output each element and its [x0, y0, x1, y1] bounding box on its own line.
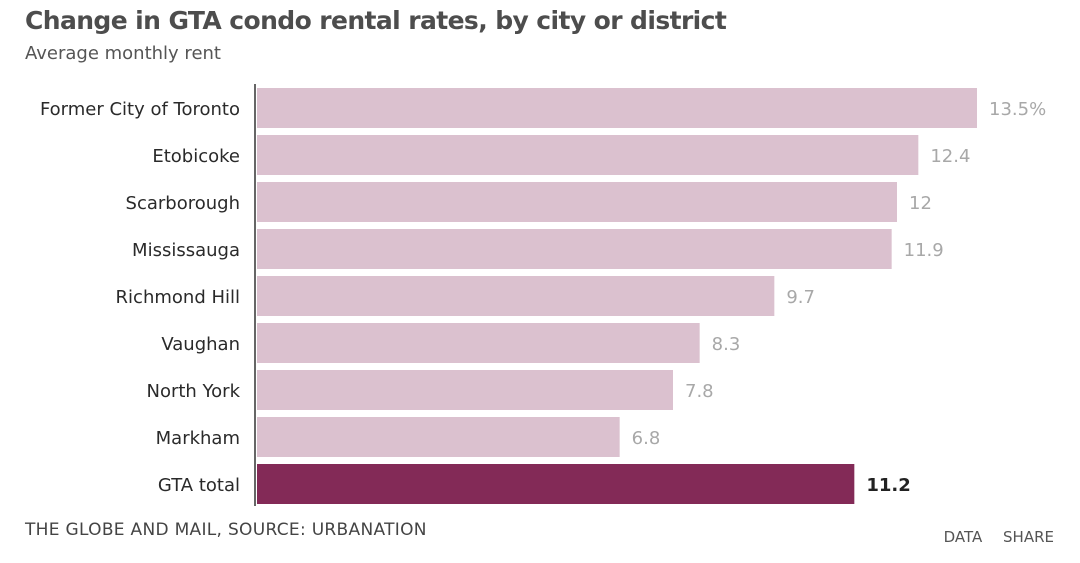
value-label-mississauga: 11.9 [904, 240, 944, 261]
bar-scarborough [257, 182, 897, 222]
value-label-former-city-of-toronto: 13.5% [989, 99, 1046, 120]
category-label-markham: Markham [156, 428, 240, 449]
category-label-scarborough: Scarborough [126, 193, 240, 214]
bar-vaughan [257, 323, 700, 363]
source-credit: THE GLOBE AND MAIL, SOURCE: URBANATION [25, 520, 427, 540]
value-label-north-york: 7.8 [685, 381, 714, 402]
share-link[interactable]: SHARE [1003, 528, 1054, 546]
data-link[interactable]: DATA [943, 528, 983, 546]
category-label-north-york: North York [146, 381, 240, 402]
bar-gta-total [257, 464, 855, 504]
bar-chart: Former City of Toronto 13.5% Etobicoke 12.4… [40, 84, 1046, 506]
category-label-mississauga: Mississauga [132, 240, 240, 261]
bar-north-york [257, 370, 673, 410]
category-label-gta-total: GTA total [158, 475, 240, 496]
category-label-richmond-hill: Richmond Hill [116, 287, 240, 308]
value-label-gta-total: 11.2 [866, 475, 910, 496]
value-label-markham: 6.8 [632, 428, 661, 449]
bar-richmond-hill [257, 276, 775, 316]
bar-markham [257, 417, 620, 457]
category-label-etobicoke: Etobicoke [152, 146, 240, 167]
footer-links: DATA SHARE [928, 528, 1054, 546]
chart-subtitle: Average monthly rent [25, 43, 221, 64]
bar-etobicoke [257, 135, 919, 175]
value-label-richmond-hill: 9.7 [786, 287, 815, 308]
chart-title: Change in GTA condo rental rates, by cit… [25, 6, 727, 35]
value-label-scarborough: 12 [909, 193, 932, 214]
bar-mississauga [257, 229, 892, 269]
value-label-vaughan: 8.3 [712, 334, 741, 355]
category-label-former-city-of-toronto: Former City of Toronto [40, 99, 240, 120]
value-label-etobicoke: 12.4 [930, 146, 970, 167]
category-label-vaughan: Vaughan [161, 334, 240, 355]
bar-former-city-of-toronto [257, 88, 977, 128]
